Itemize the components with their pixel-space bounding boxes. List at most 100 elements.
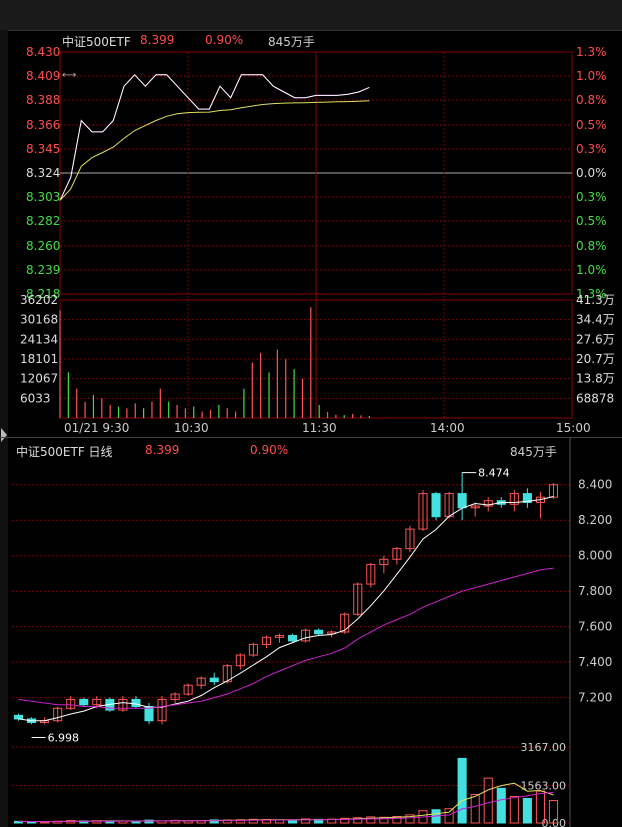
daily-price: 8.399	[145, 443, 180, 457]
daily-volume-bar	[509, 795, 519, 824]
candle-body	[209, 677, 219, 683]
pct-tick-label: 1.0%	[576, 263, 607, 277]
daily-volume-bar	[548, 800, 559, 824]
candle-body	[509, 493, 519, 505]
candle-body	[314, 629, 324, 635]
pct-tick-label: 0.0%	[576, 166, 607, 180]
ma-slow-line	[18, 567, 554, 709]
daily-volume-bar	[353, 817, 363, 824]
price-tick-label: 8.303	[26, 190, 60, 204]
low-price-label: 6.998	[48, 731, 79, 744]
candle-body	[92, 698, 102, 706]
daily-volume-bar	[287, 819, 298, 824]
pct-tick-label: 0.5%	[576, 118, 607, 132]
daily-volume-bar	[483, 777, 493, 824]
daily-price-tick: 7.200	[578, 691, 612, 705]
pct-tick-label: 1.3%	[576, 287, 607, 301]
daily-volume-bar	[535, 790, 545, 824]
candle-body	[235, 654, 245, 667]
candle-body	[548, 484, 559, 498]
price-tick-label: 8.388	[26, 93, 60, 107]
price-line	[59, 74, 370, 201]
pct-tick-label: 0.8%	[576, 239, 607, 253]
volume-tick-label: 24134	[20, 332, 58, 346]
collapse-arrow-icon[interactable]	[1, 428, 7, 442]
intraday-title: 中证500ETF	[62, 35, 131, 49]
candle-body	[379, 558, 389, 566]
price-tick-label: 8.345	[26, 142, 60, 156]
candle-body	[196, 677, 206, 686]
candle-body	[53, 707, 63, 722]
volume-tick-label: 6033	[20, 391, 51, 405]
pct-tick-label: 0.3%	[576, 142, 607, 156]
daily-volume-bar	[496, 787, 506, 824]
daily-volume-bar	[379, 816, 389, 824]
volume-ma-fast	[18, 782, 554, 823]
volume-tick-label-right: 68878	[576, 391, 614, 405]
price-tick-label: 8.239	[26, 263, 60, 277]
price-tick-label: 8.324	[26, 166, 60, 180]
daily-volume-bar	[522, 798, 532, 824]
candle-body	[261, 636, 271, 645]
price-tick-label: 8.409	[26, 69, 60, 83]
volume-tick-label-right: 41.3万	[576, 293, 615, 307]
candle-body	[431, 493, 441, 518]
price-tick-label: 8.282	[26, 214, 60, 228]
pct-tick-label: 1.3%	[576, 45, 607, 59]
daily-title: 中证500ETF 日线	[16, 445, 113, 459]
volume-tick-label: 30168	[20, 313, 58, 327]
candle-body	[274, 635, 285, 638]
daily-volume-tick: 0.00	[542, 817, 567, 827]
time-axis-label: 01/21 9:30	[64, 421, 129, 435]
high-price-label: 8.474	[478, 467, 510, 480]
daily-price-tick: 7.600	[578, 620, 612, 634]
candle-body	[183, 684, 193, 695]
pct-tick-label: 0.3%	[576, 190, 607, 204]
candle-body	[170, 693, 180, 700]
pct-tick-label: 1.0%	[576, 69, 607, 83]
daily-volume-bar	[405, 814, 415, 824]
candle-body	[13, 714, 24, 720]
volume-tick-label: 36202	[20, 293, 58, 307]
intraday-price: 8.399	[140, 33, 175, 47]
candle-body	[457, 493, 467, 509]
daily-volume-bar	[340, 817, 350, 824]
daily-price-tick: 7.800	[578, 584, 612, 598]
daily-change-pct: 0.90%	[250, 443, 289, 457]
volume-tick-label: 12067	[20, 372, 58, 386]
daily-price-tick: 7.400	[578, 655, 612, 669]
candle-body	[418, 493, 428, 530]
price-tick-label: 8.260	[26, 239, 60, 253]
candle-body	[79, 698, 89, 706]
daily-price-tick: 8.400	[578, 478, 612, 492]
volume-tick-label-right: 13.8万	[576, 372, 615, 386]
candle-body	[144, 706, 154, 722]
daily-volume-bar	[144, 819, 154, 824]
intraday-volume: 845万手	[268, 35, 315, 49]
price-tick-label: 8.430	[26, 45, 60, 59]
daily-volume-bar	[366, 816, 376, 824]
daily-volume-bar	[470, 793, 480, 824]
candle-body	[157, 698, 167, 722]
time-axis-label: 15:00	[556, 421, 591, 435]
candle-body	[248, 643, 258, 656]
candle-body	[131, 698, 141, 708]
daily-price-tick: 8.200	[578, 513, 612, 527]
volume-tick-label-right: 20.7万	[576, 352, 615, 366]
top-toolbar	[0, 0, 622, 31]
candle-body	[66, 698, 76, 709]
time-axis-label: 10:30	[174, 421, 209, 435]
candle-body	[353, 583, 363, 615]
daily-volume-bar	[248, 818, 258, 824]
volume-ma-slow	[18, 791, 554, 823]
panel-separator	[0, 437, 622, 438]
time-axis-label: 14:00	[430, 421, 465, 435]
daily-price-tick: 8.000	[578, 549, 612, 563]
candle-body	[287, 635, 298, 642]
candle-body	[118, 698, 128, 711]
price-tick-label: 8.218	[26, 287, 60, 301]
candle-body	[470, 505, 480, 509]
daily-chart: 8.400 8.200 8.000 7.800 7.600 7.400 7.200 8.47…	[12, 437, 612, 827]
candle-body	[301, 629, 311, 642]
volume-tick-label-right: 27.6万	[576, 332, 615, 346]
